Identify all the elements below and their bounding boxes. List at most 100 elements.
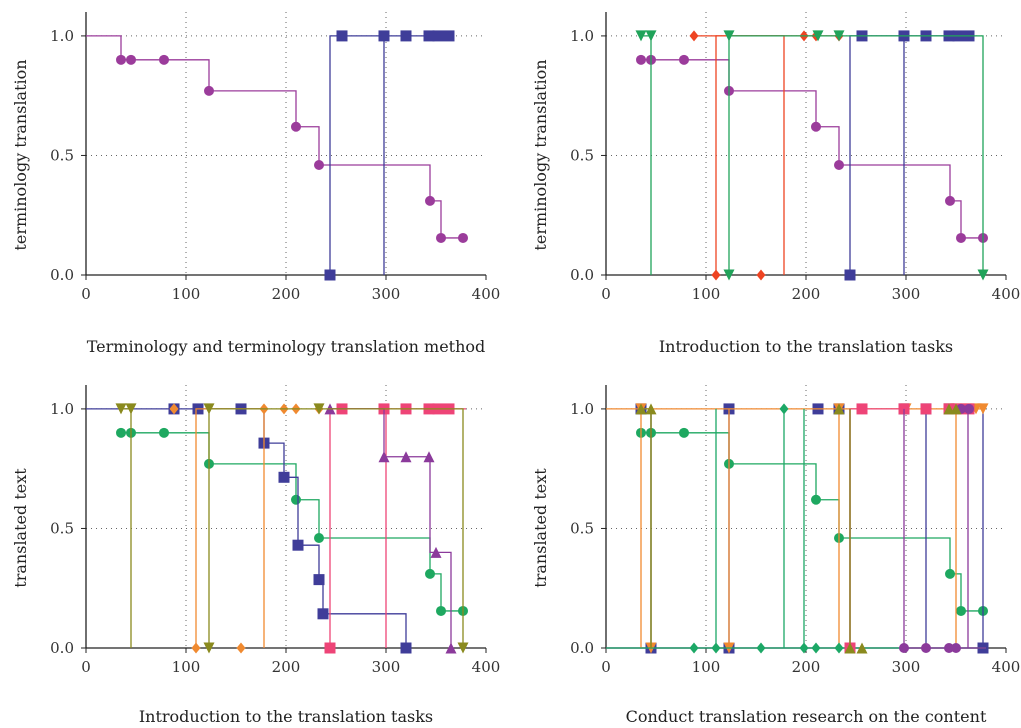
- series-1: [86, 35, 468, 243]
- data-point: [436, 232, 446, 243]
- data-point: [844, 642, 856, 654]
- series-6: [899, 403, 986, 653]
- x-tick-label: 300: [892, 658, 921, 676]
- data-point: [856, 642, 868, 654]
- data-point: [956, 605, 966, 616]
- data-point: [317, 608, 329, 620]
- data-point: [811, 642, 821, 654]
- data-point: [430, 546, 442, 558]
- series-line-extra: [208, 408, 464, 648]
- data-point: [203, 403, 215, 415]
- x-tick-label: 200: [792, 658, 821, 676]
- data-point: [336, 30, 348, 42]
- data-point: [679, 54, 689, 65]
- data-point: [425, 195, 435, 206]
- data-point: [944, 643, 954, 653]
- data-point: [278, 471, 290, 483]
- series-line-extra: [728, 35, 984, 275]
- data-point: [844, 269, 856, 281]
- x-tick-label: 300: [372, 658, 401, 676]
- x-tick-label: 0: [81, 285, 91, 303]
- panel-1-caption: Terminology and terminology translation …: [87, 337, 486, 356]
- series-1: [636, 427, 988, 616]
- data-point: [324, 642, 336, 654]
- series-line: [86, 35, 463, 239]
- data-point: [645, 403, 657, 415]
- x-tick-label: 200: [272, 658, 301, 676]
- panel-4: Conduct translation research on the cont…: [531, 385, 1020, 726]
- data-point: [689, 30, 699, 42]
- data-point: [951, 643, 961, 653]
- x-tick-label: 0: [81, 658, 91, 676]
- y-tick-label: 0.5: [570, 519, 594, 537]
- y-tick-label: 0.5: [50, 146, 74, 164]
- y-tick-label: 0.5: [50, 519, 74, 537]
- series-2: [86, 403, 412, 654]
- y-tick-label: 0.0: [50, 266, 74, 284]
- data-point: [400, 451, 412, 463]
- data-point: [635, 30, 647, 42]
- data-point: [723, 30, 735, 42]
- y-tick-label: 1.0: [570, 27, 594, 45]
- data-point: [445, 642, 457, 654]
- data-point: [313, 403, 325, 415]
- data-point: [833, 30, 845, 42]
- data-point: [799, 642, 809, 654]
- data-point: [943, 403, 955, 415]
- series-line: [121, 432, 463, 612]
- x-tick-label: 0: [601, 658, 611, 676]
- data-point: [458, 232, 468, 243]
- y-tick-label: 1.0: [50, 27, 74, 45]
- data-point: [425, 568, 435, 579]
- panel-3: Introduction to the translation tasks tr…: [11, 385, 500, 726]
- data-point: [811, 121, 821, 132]
- y-tick-label: 0.0: [50, 639, 74, 657]
- data-point: [636, 54, 646, 65]
- data-point: [432, 30, 444, 42]
- data-point: [834, 642, 844, 654]
- data-point: [291, 494, 301, 505]
- data-point: [313, 574, 325, 586]
- data-point: [811, 494, 821, 505]
- series-line: [641, 59, 983, 239]
- data-point: [423, 451, 435, 463]
- data-point: [945, 195, 955, 206]
- data-point: [423, 30, 435, 42]
- series-6: [115, 403, 469, 654]
- data-point: [977, 403, 989, 415]
- data-point: [314, 160, 324, 171]
- data-point: [723, 269, 735, 281]
- panel-1: Terminology and terminology translation …: [11, 12, 500, 356]
- data-point: [191, 642, 201, 654]
- data-point: [711, 642, 721, 654]
- series-1: [116, 427, 468, 616]
- data-point: [964, 403, 974, 414]
- y-tick-label: 0.0: [570, 639, 594, 657]
- x-tick-label: 300: [372, 285, 401, 303]
- series-1: [636, 54, 988, 243]
- data-point: [920, 403, 932, 415]
- panel-1-ylabel: terminology translation: [11, 59, 30, 250]
- y-tick-label: 0.5: [570, 146, 594, 164]
- data-point: [689, 642, 699, 654]
- panel-3-caption: Introduction to the translation tasks: [139, 707, 433, 726]
- data-point: [436, 605, 446, 616]
- series-2: [324, 30, 455, 281]
- data-point: [115, 403, 127, 415]
- series-4: [324, 403, 466, 654]
- series-4: [635, 30, 989, 281]
- data-point: [950, 403, 962, 415]
- data-point: [292, 539, 304, 551]
- data-point: [711, 269, 721, 281]
- data-point: [457, 642, 469, 654]
- data-point: [443, 30, 455, 42]
- data-point: [314, 533, 324, 544]
- data-point: [856, 403, 868, 415]
- y-tick-label: 1.0: [50, 400, 74, 418]
- data-point: [400, 642, 412, 654]
- x-tick-label: 100: [692, 285, 721, 303]
- data-point: [236, 642, 246, 654]
- data-point: [291, 121, 301, 132]
- data-point: [378, 451, 390, 463]
